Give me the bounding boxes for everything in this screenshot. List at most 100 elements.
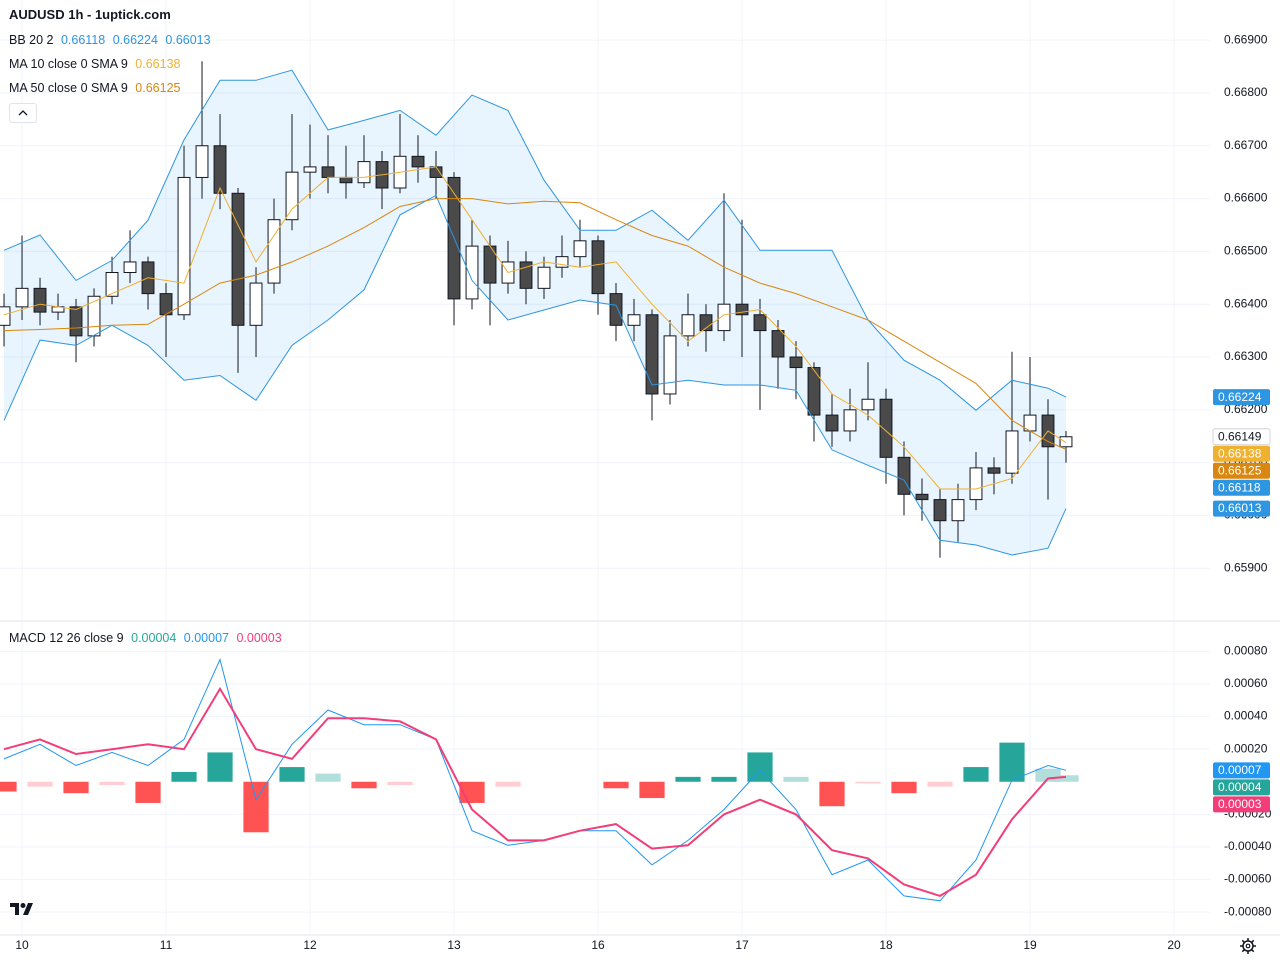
candle-body	[843, 409, 857, 432]
candle-body	[915, 493, 929, 501]
histogram-bar	[99, 781, 125, 786]
line-layer	[3, 69, 1067, 902]
legend-bb: BB 20 2 0.66118 0.66224 0.66013	[9, 32, 211, 48]
candle-body	[357, 161, 371, 184]
legend-label: MACD 12 26 close 9	[9, 631, 124, 645]
y-tick-label: 0.00020	[1224, 741, 1268, 755]
candle-body	[735, 303, 749, 316]
candle-body	[69, 306, 83, 337]
y-tick-label: 0.00080	[1224, 644, 1268, 658]
candle-body	[249, 282, 263, 326]
histogram-bar	[603, 781, 629, 789]
candle-body	[699, 314, 713, 332]
x-tick-label: 10	[15, 938, 29, 952]
histogram-bar	[171, 771, 197, 782]
candle-body	[861, 398, 875, 411]
indicator-line	[3, 69, 1067, 411]
histogram-bar	[63, 781, 89, 794]
candle-body	[789, 356, 803, 369]
axis-price-tag-label: 0.66125	[1218, 463, 1262, 477]
chevron-icon	[18, 110, 28, 116]
indicator-line	[3, 194, 1067, 556]
histogram-bar	[783, 776, 809, 782]
axis-price-tag-label: 0.00004	[1218, 780, 1262, 794]
candle-body	[951, 499, 965, 522]
axis-layer: 1011121316171819200.659000.660000.661000…	[0, 32, 1280, 952]
axis-price-tag	[1212, 428, 1271, 446]
candle-body	[1005, 430, 1019, 474]
settings-icon[interactable]	[1240, 938, 1256, 954]
legend-label: MA 10 close 0 SMA 9	[9, 57, 128, 71]
candle-body	[0, 306, 11, 326]
histogram-bar	[1053, 775, 1079, 782]
mark-layer	[0, 61, 1079, 833]
collapse-button[interactable]	[9, 103, 37, 123]
candle-body	[213, 145, 227, 194]
candle-body	[321, 166, 335, 178]
candle-body	[681, 314, 695, 337]
legend-value: 0.00007	[183, 631, 229, 645]
candle-body	[411, 155, 425, 168]
histogram-bar	[891, 781, 917, 794]
candle-body	[105, 272, 119, 297]
x-tick-label: 11	[160, 938, 173, 952]
candle-body	[1059, 436, 1073, 448]
candle-body	[267, 219, 281, 284]
histogram-bar	[855, 781, 881, 784]
candle-body	[519, 261, 533, 289]
legend-value: 0.66224	[112, 33, 158, 47]
band-fill	[4, 70, 1066, 555]
chart-title: AUDUSD 1h - 1uptick.com	[9, 7, 171, 22]
histogram-bar	[999, 742, 1025, 782]
macd-line	[3, 657, 1067, 902]
axis-price-tag	[1213, 779, 1270, 796]
legend-value: 0.66013	[165, 33, 211, 47]
axis-price-tag	[1213, 389, 1270, 406]
y-tick-label: 0.65900	[1224, 560, 1268, 574]
histogram-bar	[747, 752, 773, 782]
axis-price-tag-label: 0.00003	[1218, 797, 1262, 811]
histogram-bar	[711, 776, 737, 782]
candle-body	[825, 414, 839, 432]
candle-body	[591, 240, 605, 295]
histogram-bar	[351, 781, 377, 789]
histogram-bar	[495, 781, 521, 787]
candle-body	[969, 467, 983, 501]
candle-body	[771, 330, 785, 358]
axis-price-tag	[1213, 462, 1270, 479]
legend-value: 0.00004	[131, 631, 177, 645]
x-tick-label: 18	[879, 938, 893, 952]
candle-body	[807, 367, 821, 416]
x-tick-label: 12	[303, 938, 317, 952]
legend-ma50: MA 50 close 0 SMA 9 0.66125	[9, 80, 180, 96]
candle-body	[339, 176, 353, 184]
axis-price-tag-label: 0.66149	[1218, 429, 1262, 443]
candle-body	[465, 245, 479, 300]
candle-body	[753, 314, 767, 332]
fill-layer	[4, 70, 1066, 555]
indicator-line	[3, 166, 1067, 490]
x-tick-label: 13	[447, 938, 461, 952]
x-tick-label: 17	[735, 938, 749, 952]
axis-price-tag	[1213, 796, 1270, 813]
candle-body	[897, 456, 911, 495]
histogram-bar	[927, 781, 953, 787]
histogram-bar	[819, 781, 845, 807]
axis-price-tag	[1213, 445, 1270, 462]
y-tick-label: 0.00060	[1224, 676, 1268, 690]
candle-body	[573, 240, 587, 258]
y-tick-label: 0.66200	[1224, 402, 1268, 416]
candle-body	[645, 314, 659, 395]
axis-price-tag-label: 0.66138	[1218, 446, 1262, 460]
x-tick-label: 16	[591, 938, 605, 952]
candle-body	[987, 467, 1001, 474]
candle-body	[879, 398, 893, 458]
histogram-bar	[279, 767, 305, 782]
histogram-bar	[135, 781, 161, 803]
y-tick-label: 0.66400	[1224, 296, 1268, 310]
histogram-bar	[0, 781, 17, 792]
tradingview-logo	[10, 903, 33, 915]
candle-body	[933, 499, 947, 522]
candle-body	[609, 293, 623, 326]
